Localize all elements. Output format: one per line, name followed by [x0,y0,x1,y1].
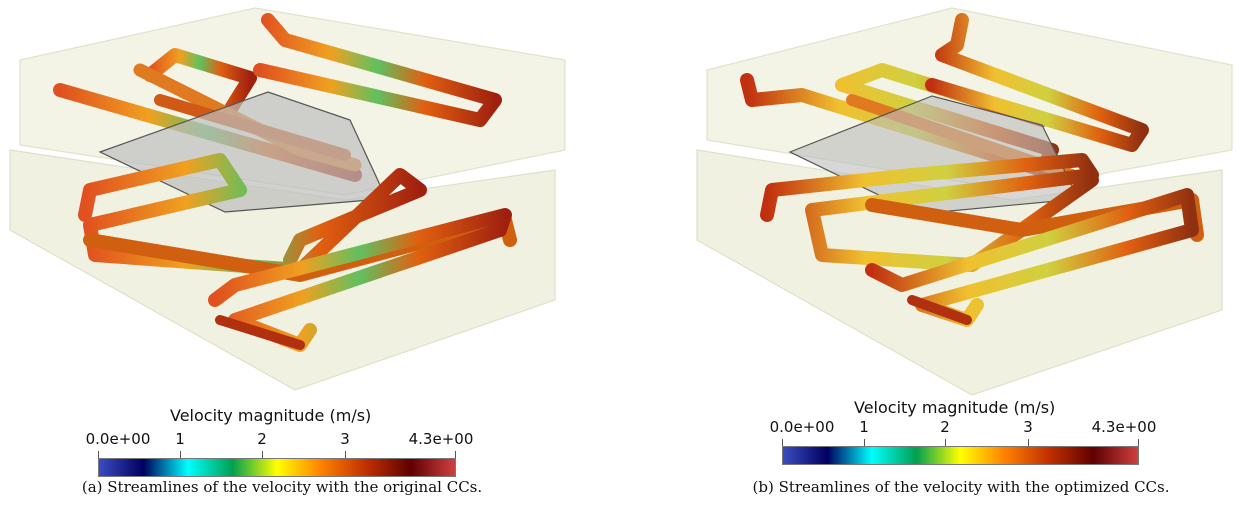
simulation-render-original [9,7,566,391]
colorbar [782,446,1139,465]
cooling-channels-lower [78,153,517,352]
cooling-channels-lower [760,153,1204,327]
colorbar-title: Velocity magnitude (m/s) [854,398,1056,417]
colorbar-tick-label: 2 [940,418,950,436]
colorbar-tick-label: 1 [859,418,869,436]
colorbar-tick [455,451,456,461]
colorbar-tick [945,439,946,449]
caption-a: (a) Streamlines of the velocity with the… [81,478,483,496]
colorbar-tick-label: 3 [1023,418,1033,436]
colorbar-min-label: 0.0e+00 [85,430,151,448]
colorbar [98,458,456,477]
colorbar-tick [864,439,865,449]
colorbar-min-label: 0.0e+00 [769,418,835,436]
colorbar-tick-label: 1 [175,430,185,448]
colorbar-tick [345,451,346,461]
simulation-render-optimized [696,7,1233,396]
colorbar-tick [180,451,181,461]
colorbar-tick [1138,439,1139,449]
colorbar-max-label: 4.3e+00 [1091,418,1157,436]
colorbar-title: Velocity magnitude (m/s) [170,406,372,425]
colorbar-tick [98,451,99,461]
colorbar-max-label: 4.3e+00 [408,430,474,448]
colorbar-tick-label: 2 [257,430,267,448]
colorbar-tick [262,451,263,461]
panel-b: Velocity magnitude (m/s) 0.0e+00 1 2 3 4… [622,0,1244,532]
colorbar-tick [1028,439,1029,449]
panel-a: Velocity magnitude (m/s) 0.0e+00 1 2 3 4… [0,0,622,532]
colorbar-tick [782,439,783,449]
colorbar-tick-label: 3 [340,430,350,448]
caption-b: (b) Streamlines of the velocity with the… [752,478,1170,496]
